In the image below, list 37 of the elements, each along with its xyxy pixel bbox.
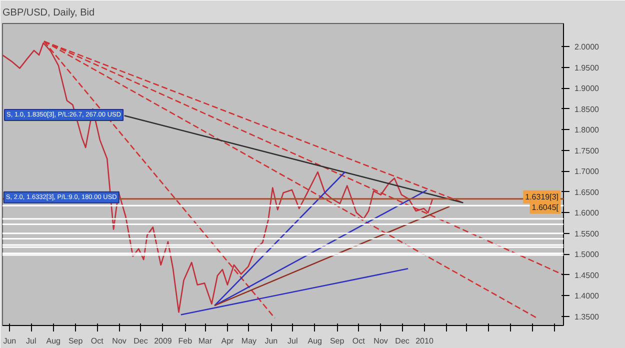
x-tick-label: Apr — [221, 336, 234, 346]
y-tick-label: 1.9500 — [574, 63, 600, 72]
y-tick-label: 1.7000 — [574, 167, 600, 176]
x-tick-label: Aug — [308, 336, 322, 346]
x-tick-label: Aug — [46, 336, 60, 346]
y-tick-label: 1.4000 — [574, 292, 600, 301]
y-tick-label: 1.5500 — [574, 229, 600, 238]
annotation: 1.6319[3] — [525, 192, 559, 202]
y-tick-label: 1.8000 — [574, 126, 600, 135]
y-tick-label: 2.0000 — [574, 42, 600, 52]
y-tick-label: 1.9000 — [574, 84, 600, 94]
y-tick-label: 1.4500 — [574, 270, 600, 280]
x-tick-label: Sep — [330, 336, 345, 346]
x-tick-label: Dec — [134, 336, 148, 346]
x-tick-label: Mar — [198, 336, 212, 346]
y-tick-label: 1.5000 — [574, 250, 600, 260]
x-tick-label: Jul — [26, 336, 36, 346]
y-tick-label: 1.7500 — [574, 146, 600, 156]
x-tick-label: May — [241, 336, 257, 346]
y-tick-label: 1.6500 — [574, 188, 600, 197]
y-tick-label: 1.8500 — [574, 104, 600, 114]
x-tick-label: Dec — [395, 336, 410, 346]
y-tick-label: 1.3500 — [574, 312, 600, 322]
x-tick-label: Oct — [352, 336, 366, 346]
x-tick-label: Jul — [288, 336, 298, 346]
x-tick-label: Feb — [178, 336, 193, 346]
x-tick-label: Jun — [264, 336, 278, 346]
x-tick-label: 2010 — [416, 336, 434, 346]
x-tick-label: 2009 — [154, 336, 172, 346]
y-tick-label: 1.6000 — [574, 208, 600, 218]
x-tick-label: Nov — [112, 336, 126, 346]
x-tick-label: Oct — [90, 336, 104, 346]
x-tick-label: Sep — [68, 336, 84, 346]
x-tick-label: Nov — [374, 336, 388, 346]
x-tick-label: Jun — [3, 336, 16, 346]
chart-title: GBP/USD, Daily, Bid — [2, 8, 95, 18]
annotation: 1.6045[ — [532, 202, 560, 212]
